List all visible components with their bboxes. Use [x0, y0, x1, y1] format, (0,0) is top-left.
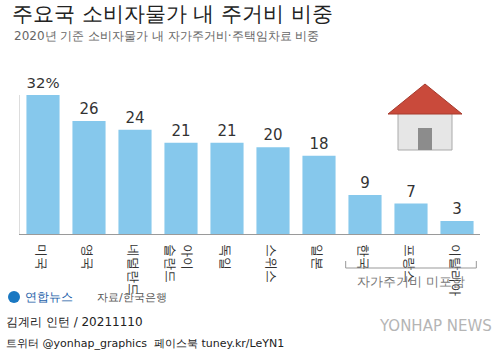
svg-text:트위터 @yonhap_graphics 페이스북 tun: 트위터 @yonhap_graphics 페이스북 tuney.kr/LeYN1 [6, 337, 284, 350]
svg-text:네덜란드: 네덜란드 [126, 244, 141, 296]
svg-text:20: 20 [263, 126, 282, 144]
svg-text:한국: 한국 [356, 244, 371, 270]
svg-text:연합뉴스: 연합뉴스 [25, 290, 73, 304]
svg-text:YONHAP NEWS: YONHAP NEWS [379, 317, 492, 335]
svg-text:3: 3 [452, 200, 462, 218]
svg-text:자가주거비 미포함: 자가주거비 미포함 [357, 274, 465, 289]
svg-text:미국: 미국 [34, 244, 49, 270]
svg-text:김계리 인턴 / 20211110: 김계리 인턴 / 20211110 [6, 315, 143, 329]
svg-text:스위스: 스위스 [264, 244, 279, 283]
svg-text:일본: 일본 [310, 244, 325, 270]
svg-text:주요국 소비자물가 내 주거비 비중: 주요국 소비자물가 내 주거비 비중 [12, 2, 333, 26]
svg-text:21: 21 [217, 122, 236, 140]
svg-text:21: 21 [171, 122, 190, 140]
svg-text:프랑스: 프랑스 [402, 244, 417, 283]
svg-text:26: 26 [79, 100, 98, 118]
svg-text:32%: 32% [26, 74, 59, 92]
svg-text:독일: 독일 [218, 244, 233, 270]
svg-text:자료/한국은행: 자료/한국은행 [97, 291, 167, 304]
svg-text:24: 24 [125, 109, 144, 127]
svg-text:이탈리아: 이탈리아 [448, 244, 463, 296]
svg-text:9: 9 [360, 174, 370, 192]
svg-text:18: 18 [309, 135, 328, 153]
svg-text:영국: 영국 [80, 244, 95, 270]
svg-text:2020년 기준 소비자물가 내 자가주거비·주택임차료 비: 2020년 기준 소비자물가 내 자가주거비·주택임차료 비중 [14, 29, 319, 43]
svg-text:아이슬란드: 아이슬란드 [163, 244, 195, 283]
svg-text:7: 7 [406, 183, 416, 201]
